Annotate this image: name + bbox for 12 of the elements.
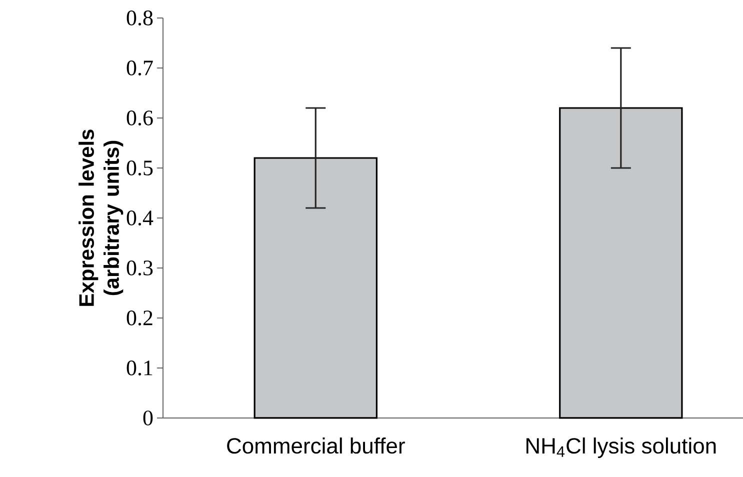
y-tick-label: 0.5: [126, 160, 153, 176]
y-tick-label: 0.2: [126, 310, 152, 326]
y-tick-label: 0.8: [126, 10, 153, 26]
y-tick-label: 0.3: [126, 260, 153, 276]
y-axis-title: Expression levels (arbitrary units): [78, 130, 124, 306]
y-tick-label: 0.4: [126, 210, 154, 226]
x-tick-label: NH$_{4}$Cl lysis solution: [526, 438, 716, 458]
y-tick-label: 0.1: [126, 360, 152, 376]
y-tick-label: 0.6: [126, 110, 153, 126]
y-tick-label: 0.7: [126, 60, 153, 76]
y-tick-label: 0: [143, 410, 153, 426]
x-tick-label: Commercial buffer: [227, 438, 405, 454]
